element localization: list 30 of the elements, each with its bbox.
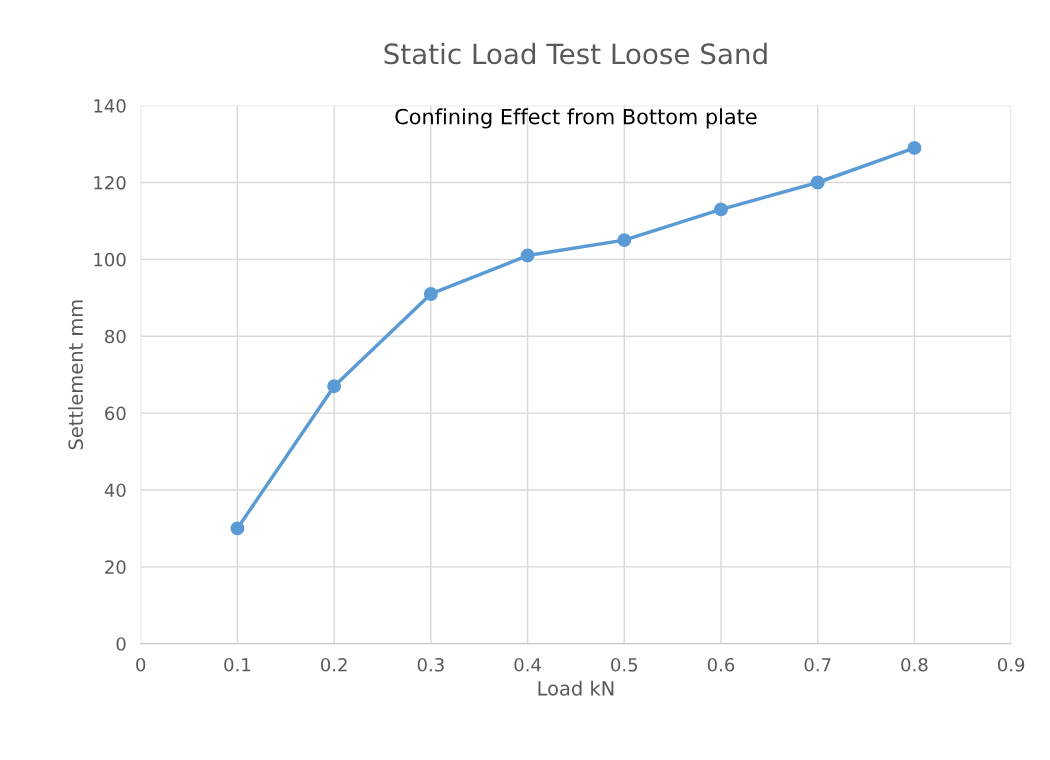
point [230,521,245,536]
x-tick-label: 0.2 [320,657,347,672]
y-tick-label: 0 [116,637,126,651]
y-axis-title: Settlement mm [67,300,84,450]
point [327,379,342,394]
x-tick-label: 0.6 [707,657,735,672]
x-tick-label: 0.3 [417,657,444,672]
annotation: Confining Effect from Bottom plate [395,108,757,129]
point [520,248,535,263]
x-tick-label: 0.7 [804,657,831,672]
x-tick-label: 0.8 [901,657,928,672]
x-tick-label: 0.4 [514,657,541,672]
x-tick-label: 0.9 [997,657,1025,672]
point [907,140,922,155]
y-tick-label: 20 [105,560,126,574]
point [617,233,632,248]
y-tick-label: 100 [94,252,126,267]
x-tick-label: 0.1 [224,657,251,672]
y-tick-label: 120 [94,175,126,190]
x-tick-label: 0 [136,657,146,672]
y-tick-label: 40 [104,483,126,498]
x-axis-title: Load kN [538,680,614,696]
y-tick-label: 140 [94,99,126,113]
point [714,202,728,217]
point [423,287,438,301]
point [810,175,825,190]
chart-title: Static Load Test Loose Sand [384,42,767,65]
x-tick-label: 0.5 [611,657,638,672]
y-tick-label: 60 [105,406,126,421]
y-tick-label: 80 [105,329,126,344]
